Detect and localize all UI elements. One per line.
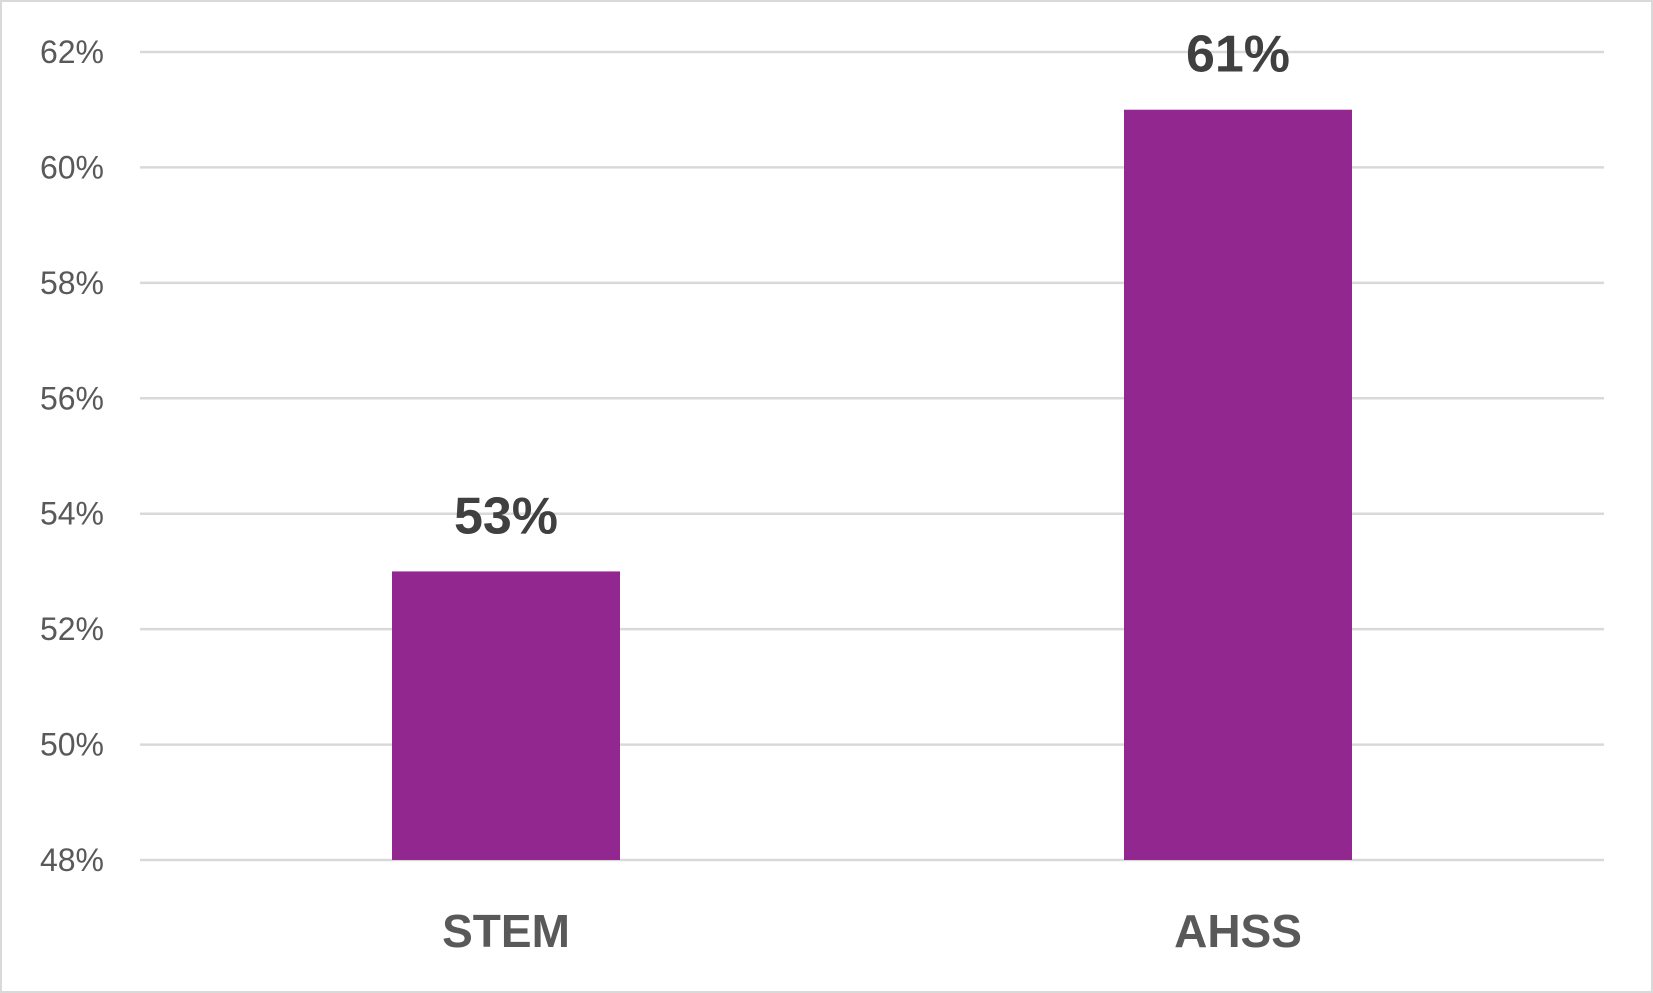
gridlines [140,50,1604,862]
data-label: 53% [454,487,558,545]
y-tick-label: 50% [40,727,104,763]
x-tick-label: AHSS [1174,905,1302,957]
x-tick-label: STEM [442,905,570,957]
y-tick-label: 56% [40,380,104,416]
y-tick-label: 60% [40,149,104,185]
bars [392,109,1352,860]
bar-ahss [1124,109,1352,860]
y-tick-label: 52% [40,611,104,647]
data-labels: 53% 61% [454,26,1290,546]
y-tick-label: 54% [40,496,104,532]
y-tick-label: 62% [40,34,104,70]
y-tick-label: 58% [40,265,104,301]
x-axis-ticks: STEM AHSS [442,905,1302,957]
bar-stem [392,571,620,860]
data-label: 61% [1186,26,1290,84]
y-tick-label: 48% [40,842,104,878]
y-axis-ticks: 48% 50% 52% 54% 56% 58% 60% 62% [40,34,104,878]
